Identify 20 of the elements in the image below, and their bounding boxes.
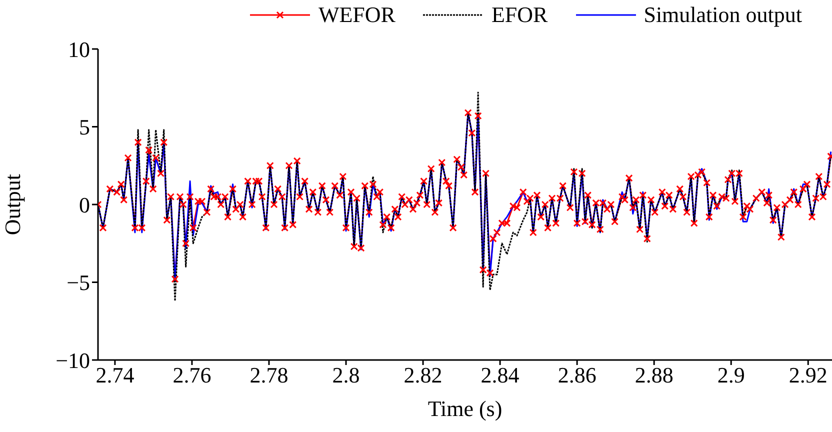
x-tick-label: 2.74 bbox=[96, 362, 134, 388]
x-tick-label: 2.9 bbox=[717, 362, 745, 388]
x-tick-label: 2.76 bbox=[172, 362, 212, 388]
legend-label: Simulation output bbox=[644, 2, 802, 28]
x-tick-label: 2.92 bbox=[788, 362, 828, 388]
legend-label: EFOR bbox=[491, 2, 548, 28]
y-tick-label: −10 bbox=[56, 348, 90, 373]
x-tick-label: 2.84 bbox=[480, 362, 520, 388]
y-tick-label: −5 bbox=[66, 270, 90, 296]
legend-label: WEFOR bbox=[318, 2, 396, 28]
y-axis-title: Output bbox=[0, 174, 25, 236]
x-tick-label: 2.82 bbox=[404, 362, 442, 388]
y-tick-label: 0 bbox=[79, 192, 90, 218]
x-tick-label: 2.86 bbox=[558, 362, 596, 388]
x-tick-label: 2.8 bbox=[332, 362, 360, 388]
y-tick-label: 5 bbox=[79, 114, 90, 140]
y-tick-label: 10 bbox=[68, 36, 90, 62]
x-tick-label: 2.88 bbox=[634, 362, 674, 388]
x-axis-title: Time (s) bbox=[428, 396, 502, 421]
x-tick-label: 2.78 bbox=[250, 362, 288, 388]
